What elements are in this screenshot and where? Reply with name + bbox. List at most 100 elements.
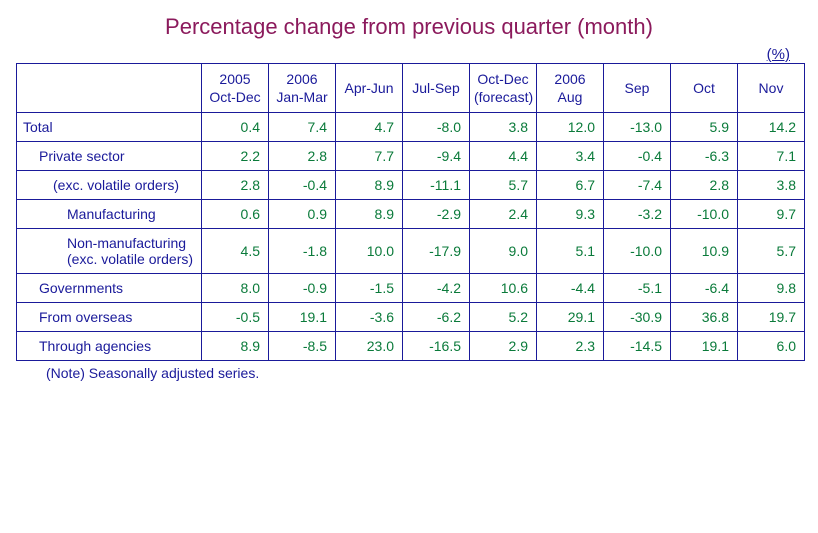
row-label: Private sector — [17, 142, 202, 171]
cell-value: -6.2 — [403, 303, 470, 332]
table-row: Non-manufacturing(exc. volatile orders)4… — [17, 229, 805, 274]
cell-value: -6.4 — [671, 274, 738, 303]
cell-value: 5.9 — [671, 113, 738, 142]
row-label: Total — [17, 113, 202, 142]
footnote: (Note) Seasonally adjusted series. — [16, 365, 802, 381]
cell-value: -0.9 — [269, 274, 336, 303]
cell-value: -2.9 — [403, 200, 470, 229]
cell-value: 19.7 — [738, 303, 805, 332]
cell-value: -8.0 — [403, 113, 470, 142]
cell-value: 5.2 — [470, 303, 537, 332]
row-label: Governments — [17, 274, 202, 303]
cell-value: 10.9 — [671, 229, 738, 274]
cell-value: -10.0 — [604, 229, 671, 274]
cell-value: -10.0 — [671, 200, 738, 229]
cell-value: 0.4 — [202, 113, 269, 142]
table-body: Total0.47.44.7-8.03.812.0-13.05.914.2Pri… — [17, 113, 805, 361]
cell-value: 29.1 — [537, 303, 604, 332]
row-label: From overseas — [17, 303, 202, 332]
cell-value: 2.9 — [470, 332, 537, 361]
column-header: 2005Oct-Dec — [202, 64, 269, 113]
cell-value: -13.0 — [604, 113, 671, 142]
cell-value: 4.7 — [336, 113, 403, 142]
row-label: Manufacturing — [17, 200, 202, 229]
cell-value: -4.4 — [537, 274, 604, 303]
cell-value: 4.4 — [470, 142, 537, 171]
cell-value: 3.4 — [537, 142, 604, 171]
cell-value: -1.8 — [269, 229, 336, 274]
cell-value: -11.1 — [403, 171, 470, 200]
cell-value: 8.0 — [202, 274, 269, 303]
cell-value: 19.1 — [269, 303, 336, 332]
cell-value: -0.4 — [604, 142, 671, 171]
cell-value: 8.9 — [336, 171, 403, 200]
column-header: Oct-Dec(forecast) — [470, 64, 537, 113]
cell-value: 9.8 — [738, 274, 805, 303]
cell-value: 10.0 — [336, 229, 403, 274]
cell-value: 0.6 — [202, 200, 269, 229]
table-head: 2005Oct-Dec2006Jan-MarApr-JunJul-SepOct-… — [17, 64, 805, 113]
table-row: (exc. volatile orders)2.8-0.48.9-11.15.7… — [17, 171, 805, 200]
cell-value: 7.1 — [738, 142, 805, 171]
cell-value: 10.6 — [470, 274, 537, 303]
cell-value: 0.9 — [269, 200, 336, 229]
cell-value: 2.8 — [671, 171, 738, 200]
cell-value: 2.2 — [202, 142, 269, 171]
cell-value: 36.8 — [671, 303, 738, 332]
page-title: Percentage change from previous quarter … — [16, 14, 802, 40]
table-row: Manufacturing0.60.98.9-2.92.49.3-3.2-10.… — [17, 200, 805, 229]
cell-value: 12.0 — [537, 113, 604, 142]
table-row: Private sector2.22.87.7-9.44.43.4-0.4-6.… — [17, 142, 805, 171]
cell-value: 5.7 — [470, 171, 537, 200]
row-label: Through agencies — [17, 332, 202, 361]
cell-value: 2.4 — [470, 200, 537, 229]
cell-value: 5.7 — [738, 229, 805, 274]
cell-value: 3.8 — [470, 113, 537, 142]
cell-value: -3.2 — [604, 200, 671, 229]
row-label: Non-manufacturing(exc. volatile orders) — [17, 229, 202, 274]
cell-value: 19.1 — [671, 332, 738, 361]
data-table: 2005Oct-Dec2006Jan-MarApr-JunJul-SepOct-… — [16, 63, 805, 361]
cell-value: 23.0 — [336, 332, 403, 361]
cell-value: 6.7 — [537, 171, 604, 200]
cell-value: 2.3 — [537, 332, 604, 361]
cell-value: 2.8 — [269, 142, 336, 171]
table-row: From overseas-0.519.1-3.6-6.25.229.1-30.… — [17, 303, 805, 332]
cell-value: -0.4 — [269, 171, 336, 200]
cell-value: 2.8 — [202, 171, 269, 200]
cell-value: 9.3 — [537, 200, 604, 229]
cell-value: -9.4 — [403, 142, 470, 171]
cell-value: -8.5 — [269, 332, 336, 361]
column-header: Nov — [738, 64, 805, 113]
cell-value: -14.5 — [604, 332, 671, 361]
cell-value: -3.6 — [336, 303, 403, 332]
cell-value: -30.9 — [604, 303, 671, 332]
cell-value: -0.5 — [202, 303, 269, 332]
cell-value: 5.1 — [537, 229, 604, 274]
table-row: Through agencies8.9-8.523.0-16.52.92.3-1… — [17, 332, 805, 361]
column-header: Sep — [604, 64, 671, 113]
column-header: 2006Jan-Mar — [269, 64, 336, 113]
cell-value: 8.9 — [336, 200, 403, 229]
cell-value: 3.8 — [738, 171, 805, 200]
cell-value: 8.9 — [202, 332, 269, 361]
cell-value: -7.4 — [604, 171, 671, 200]
column-header: Jul-Sep — [403, 64, 470, 113]
table-row: Governments8.0-0.9-1.5-4.210.6-4.4-5.1-6… — [17, 274, 805, 303]
cell-value: -6.3 — [671, 142, 738, 171]
row-label: (exc. volatile orders) — [17, 171, 202, 200]
cell-value: 6.0 — [738, 332, 805, 361]
cell-value: 7.7 — [336, 142, 403, 171]
cell-value: 14.2 — [738, 113, 805, 142]
cell-value: -4.2 — [403, 274, 470, 303]
column-header: Apr-Jun — [336, 64, 403, 113]
cell-value: -1.5 — [336, 274, 403, 303]
cell-value: 4.5 — [202, 229, 269, 274]
column-header: Oct — [671, 64, 738, 113]
cell-value: -5.1 — [604, 274, 671, 303]
cell-value: -17.9 — [403, 229, 470, 274]
cell-value: -16.5 — [403, 332, 470, 361]
table-row: Total0.47.44.7-8.03.812.0-13.05.914.2 — [17, 113, 805, 142]
cell-value: 9.0 — [470, 229, 537, 274]
cell-value: 7.4 — [269, 113, 336, 142]
